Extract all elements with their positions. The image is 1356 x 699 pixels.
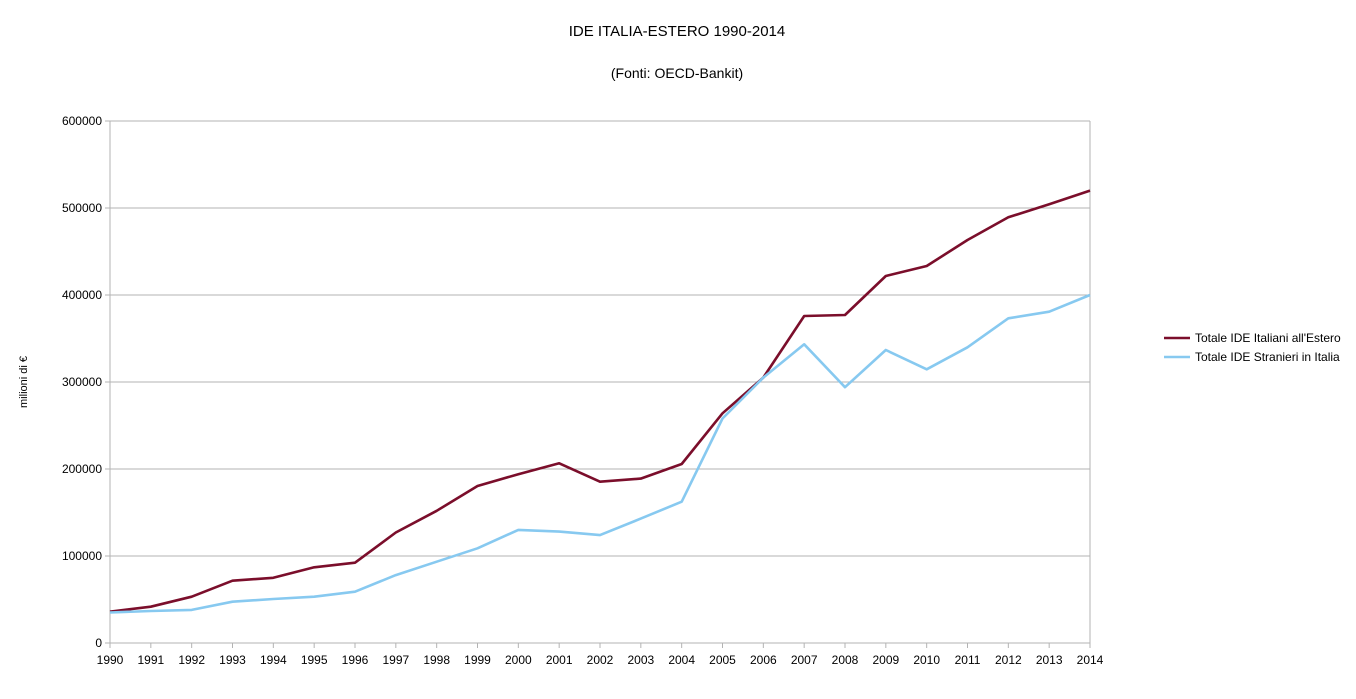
x-tick-label: 2007: [791, 653, 818, 667]
x-tick-label: 2002: [587, 653, 614, 667]
y-tick-label: 400000: [62, 288, 102, 302]
x-tick-label: 1993: [219, 653, 246, 667]
x-tick-label: 1991: [137, 653, 164, 667]
y-tick-label: 600000: [62, 114, 102, 128]
x-tick-label: 2004: [668, 653, 695, 667]
y-axis-label: milioni di €: [18, 356, 30, 408]
x-tick-labels: 1990 1991 1992 1993 1994 1995 1996 1997 1998 1999…: [97, 653, 1104, 667]
y-tick-label: 500000: [62, 201, 102, 215]
x-tick-label: 2000: [505, 653, 532, 667]
y-tick-label: 300000: [62, 375, 102, 389]
x-tick-label: 1990: [97, 653, 124, 667]
x-tick-label: 1995: [301, 653, 328, 667]
series-line-1: [109, 293, 1091, 614]
legend-label-0: Totale IDE Italiani all'Estero: [1195, 331, 1341, 345]
x-tick-label: 2014: [1077, 653, 1104, 667]
x-tick-label: 1999: [464, 653, 491, 667]
legend-label-1: Totale IDE Stranieri in Italia: [1195, 350, 1340, 364]
legend: Totale IDE Italiani all'Estero Totale ID…: [1164, 331, 1341, 364]
x-tick-label: 2006: [750, 653, 777, 667]
y-tick-label: 200000: [62, 462, 102, 476]
x-tick-label: 2001: [546, 653, 573, 667]
y-tick-label: 100000: [62, 549, 102, 563]
x-tick-label: 1997: [382, 653, 409, 667]
series-lines: [109, 189, 1091, 614]
x-tick-label: 2003: [627, 653, 654, 667]
x-tick-label: 2012: [995, 653, 1022, 667]
axes: [105, 120, 1091, 648]
x-tick-label: 1998: [423, 653, 450, 667]
gridlines: [110, 120, 1090, 557]
x-tick-label: 2008: [832, 653, 859, 667]
chart-subtitle: (Fonti: OECD-Bankit): [611, 65, 743, 81]
x-tick-label: 2005: [709, 653, 736, 667]
x-tick-label: 1994: [260, 653, 287, 667]
x-tick-label: 1996: [342, 653, 369, 667]
x-tick-label: 1992: [178, 653, 205, 667]
series-line-0: [109, 189, 1091, 613]
y-tick-labels: 0 100000 200000 300000 400000 500000 600000: [62, 114, 102, 650]
chart-title: IDE ITALIA-ESTERO 1990-2014: [569, 23, 785, 40]
x-tick-label: 2013: [1036, 653, 1063, 667]
x-tick-label: 2011: [955, 653, 981, 667]
x-tick-label: 2010: [913, 653, 940, 667]
y-tick-label: 0: [95, 636, 102, 650]
x-tick-label: 2009: [872, 653, 899, 667]
